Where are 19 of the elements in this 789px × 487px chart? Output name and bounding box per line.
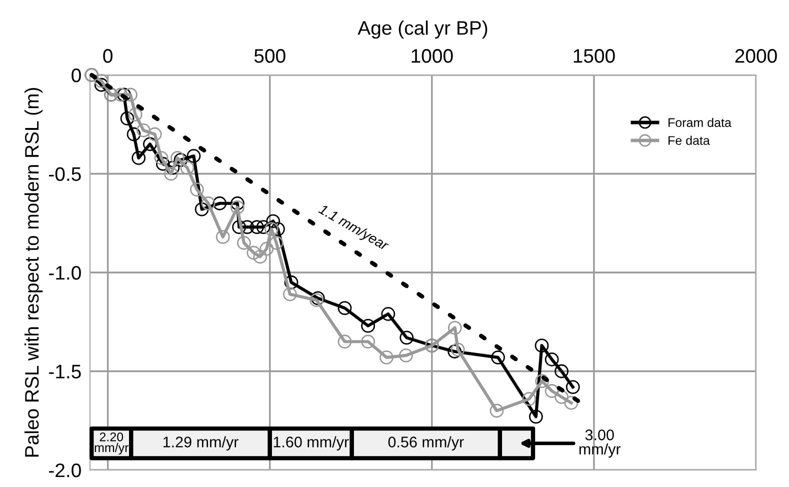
- y-tick-label: 0: [72, 68, 81, 82]
- x-tick-label: 500: [254, 49, 286, 63]
- band-label: 0.56 mm/yr: [388, 436, 464, 450]
- x-tick-label: 0: [103, 49, 112, 63]
- x-axis-title: Age (cal yr BP): [358, 20, 488, 39]
- y-tick-label: -2.0: [49, 463, 81, 478]
- y-axis-title: Paleo RSL with respect to modern RSL (m): [24, 88, 43, 457]
- legend-label: Foram data: [668, 118, 732, 128]
- y-tick-label: -0.5: [49, 167, 81, 181]
- band-label: 1.29 mm/yr: [163, 436, 238, 450]
- y-tick-label: -1.0: [49, 266, 81, 280]
- x-tick-label: 1000: [412, 49, 453, 63]
- y-tick-label: -1.5: [49, 364, 81, 378]
- band-label: 2.20 mm/yr: [94, 432, 129, 455]
- x-tick-label: 1500: [574, 49, 615, 63]
- band-label: 3.00 mm/yr: [579, 430, 621, 458]
- legend-label: Fe data: [668, 136, 710, 145]
- band-label: 1.60 mm/yr: [274, 436, 349, 450]
- x-tick-label: 2000: [735, 49, 777, 63]
